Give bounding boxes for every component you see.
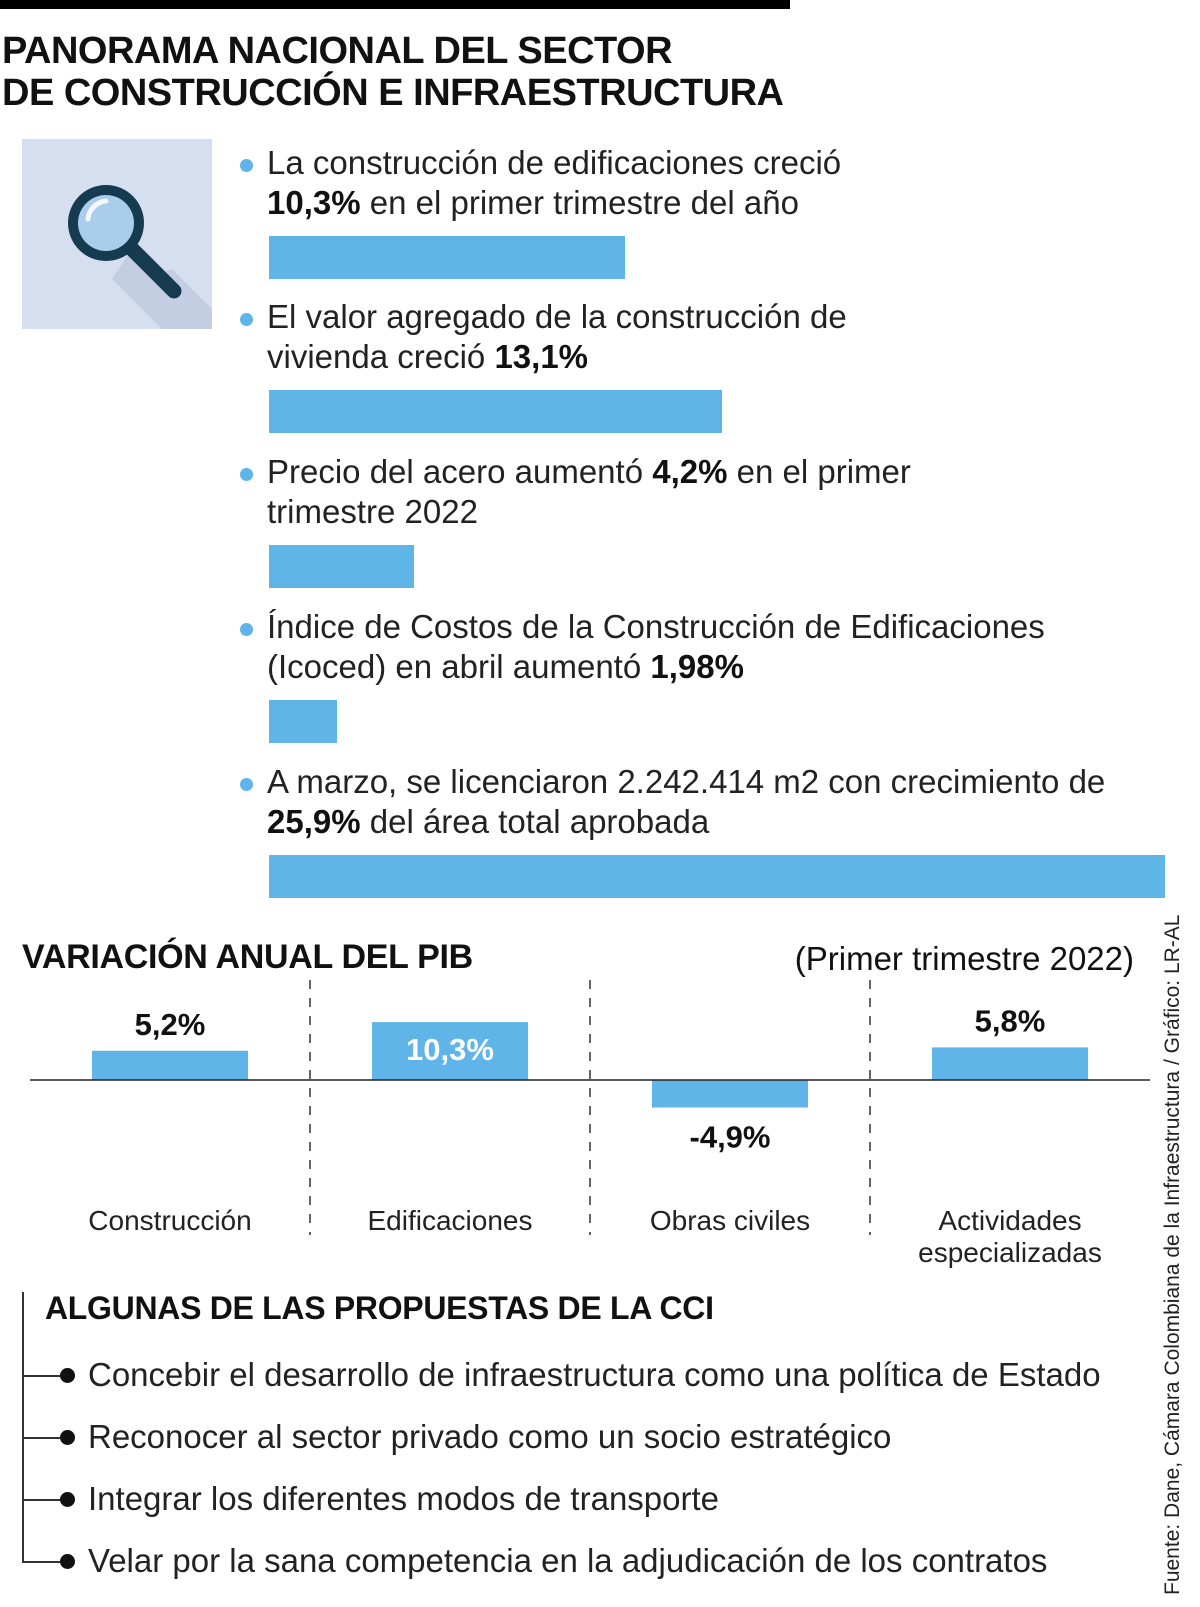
stat-text: del área total aprobada bbox=[360, 803, 710, 840]
stat-item: La construcción de edificaciones creció … bbox=[240, 143, 1170, 223]
pib-bar-chart: 5,2% Construcción 10,3% Edificaciones -4,9% O… bbox=[30, 980, 1150, 1268]
stat-text: en el primer trimestre 2022 bbox=[267, 453, 911, 530]
bar bbox=[92, 1050, 248, 1080]
stat-text: A marzo, se licenciaron 2.242.414 m2 con… bbox=[267, 763, 1106, 800]
stat-item: Precio del acero aumentó 4,2% en el prim… bbox=[240, 452, 1170, 532]
magnifying-glass-icon bbox=[22, 139, 212, 329]
proposal-item: Velar por la sana competencia en la adju… bbox=[22, 1541, 1142, 1581]
proposal-connector-line bbox=[22, 1292, 24, 1562]
category-label: Actividades bbox=[938, 1205, 1081, 1236]
stat-bar bbox=[269, 545, 414, 588]
proposal-item: Reconocer al sector privado como un soci… bbox=[22, 1417, 1142, 1457]
source-credit: Fuente: Dane, Cámara Colombiana de la In… bbox=[1161, 914, 1184, 1596]
bullet-dot bbox=[60, 1554, 75, 1569]
proposal-text: Concebir el desarrollo de infraestructur… bbox=[88, 1356, 1101, 1393]
cci-title: ALGUNAS DE LAS PROPUESTAS DE LA CCI bbox=[45, 1290, 714, 1326]
stat-item: Índice de Costos de la Construcción de E… bbox=[240, 607, 1170, 687]
bar bbox=[652, 1080, 808, 1108]
page-title: PANORAMA NACIONAL DEL SECTOR DE CONSTRUC… bbox=[2, 30, 784, 114]
data-label: -4,9% bbox=[690, 1120, 771, 1155]
stat-bar bbox=[269, 855, 1165, 898]
bullet-dot bbox=[60, 1368, 75, 1383]
bullet-dot bbox=[240, 313, 253, 326]
bar bbox=[372, 1022, 528, 1080]
bullet-dot bbox=[240, 468, 253, 481]
stat-value: 10,3% bbox=[267, 184, 361, 221]
stat-bar bbox=[269, 236, 625, 279]
stat-text: La construcción de edificaciones creció bbox=[267, 144, 842, 181]
title-line-1: PANORAMA NACIONAL DEL SECTOR bbox=[2, 30, 673, 72]
stat-bar bbox=[269, 390, 722, 433]
proposal-text: Integrar los diferentes modos de transpo… bbox=[88, 1480, 720, 1517]
category-label: Obras civiles bbox=[650, 1205, 810, 1236]
data-label: 10,3% bbox=[406, 1032, 494, 1067]
stat-value: 1,98% bbox=[650, 648, 744, 685]
bullet-dot bbox=[60, 1492, 75, 1507]
stat-item: A marzo, se licenciaron 2.242.414 m2 con… bbox=[240, 762, 1170, 842]
stat-text: Índice de Costos de la Construcción de E… bbox=[267, 608, 1045, 685]
proposal-text: Reconocer al sector privado como un soci… bbox=[88, 1418, 892, 1455]
data-label: 5,8% bbox=[975, 1003, 1046, 1038]
stat-item: El valor agregado de la construcción de … bbox=[240, 297, 1170, 377]
chart-subtitle: (Primer trimestre 2022) bbox=[794, 940, 1134, 977]
stat-value: 25,9% bbox=[267, 803, 361, 840]
bullet-dot bbox=[240, 778, 253, 791]
category-label: Construcción bbox=[88, 1205, 251, 1236]
proposal-item: Integrar los diferentes modos de transpo… bbox=[22, 1479, 1142, 1519]
connector-tick bbox=[22, 1375, 62, 1377]
title-line-2: DE CONSTRUCCIÓN E INFRAESTRUCTURA bbox=[2, 72, 784, 114]
stat-text: Precio del acero aumentó bbox=[267, 453, 653, 490]
stat-value: 13,1% bbox=[494, 338, 589, 375]
top-rule bbox=[0, 0, 790, 9]
bar bbox=[932, 1047, 1088, 1080]
bullet-dot bbox=[240, 623, 253, 636]
proposal-text: Velar por la sana competencia en la adju… bbox=[88, 1542, 1048, 1579]
connector-tick bbox=[22, 1561, 62, 1563]
bullet-dot bbox=[240, 159, 253, 172]
data-label: 5,2% bbox=[135, 1007, 206, 1042]
category-label: Edificaciones bbox=[368, 1205, 533, 1236]
chart-title: VARIACIÓN ANUAL DEL PIB bbox=[22, 938, 473, 976]
category-label: especializadas bbox=[918, 1237, 1102, 1268]
stat-text: en el primer trimestre del año bbox=[360, 184, 799, 221]
stat-bar bbox=[269, 700, 337, 743]
stat-value: 4,2% bbox=[652, 453, 728, 490]
connector-tick bbox=[22, 1499, 62, 1501]
proposal-item: Concebir el desarrollo de infraestructur… bbox=[22, 1355, 1142, 1395]
connector-tick bbox=[22, 1437, 62, 1439]
bullet-dot bbox=[60, 1430, 75, 1445]
stat-text: El valor agregado de la construcción de … bbox=[267, 298, 847, 375]
